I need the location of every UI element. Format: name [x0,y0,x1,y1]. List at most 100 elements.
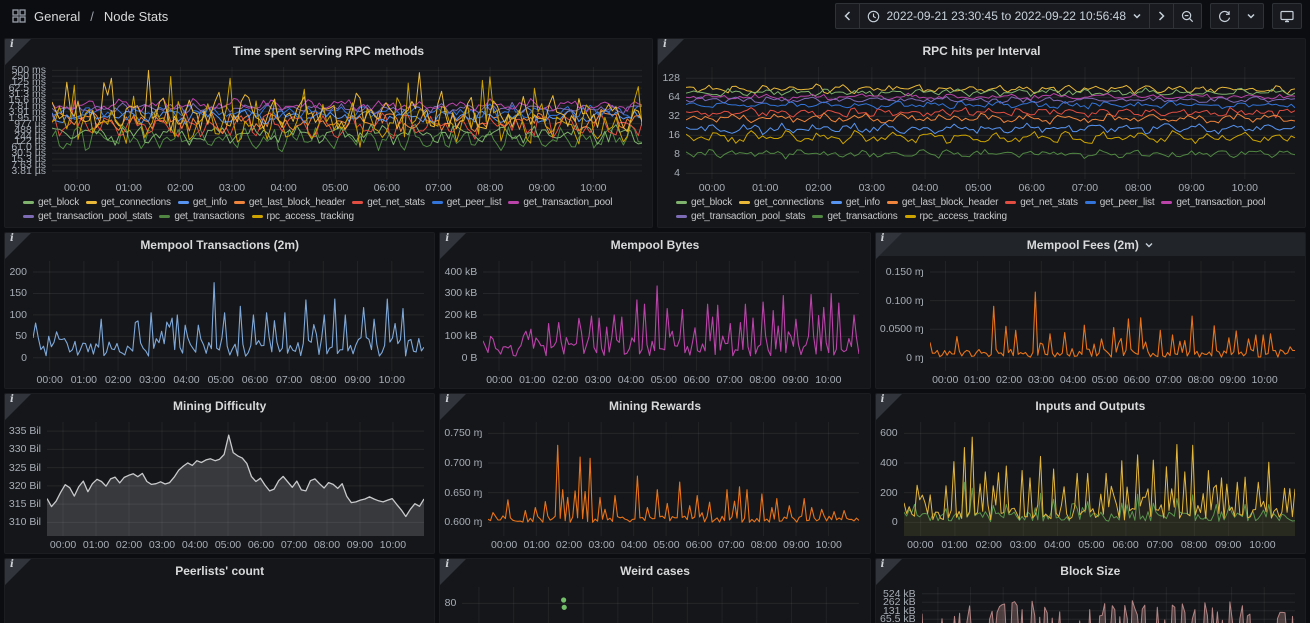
legend-item[interactable]: get_connections [739,197,824,208]
panel-header[interactable]: Inputs and Outputs [876,394,1305,417]
legend-item[interactable]: get_last_block_header [886,197,998,208]
y-tick-label: 0.0500 ɱ [879,323,924,336]
chart-canvas[interactable] [929,261,1295,371]
chart-canvas[interactable] [15,587,424,623]
legend-item[interactable]: get_net_stats [1005,197,1078,208]
legend-color-dash [739,201,751,204]
panel-header[interactable]: Mempool Bytes [440,233,869,256]
series-get_transactions [686,149,1295,160]
x-tick-label: 07:00 [1146,539,1173,551]
chart-canvas[interactable] [462,587,860,623]
panel-header[interactable]: Time spent serving RPC methods [5,39,652,62]
panel-header[interactable]: Mempool Transactions (2m) [5,233,434,256]
breadcrumb-folder[interactable]: General [34,8,81,24]
y-tick-label: 200 [9,266,27,278]
panel-chart[interactable]: 0.150 ɱ 0.100 ɱ 0.0500 ɱ 0 ɱ 00:00 01:00 02:00… [876,256,1305,388]
panel-inputs-outputs: i Inputs and Outputs 600 400 200 0 00:00 01:0… [874,393,1306,554]
panel-header[interactable]: Weird cases [440,559,869,582]
panel-title: Inputs and Outputs [1035,398,1146,413]
legend-color-dash [86,201,98,204]
legend-item[interactable]: get_transactions [812,211,898,222]
legend-item[interactable]: get_peer_list [1084,197,1155,208]
y-tick-label: 0.750 ɱ [444,427,483,440]
x-tick-label: 04:00 [620,539,648,551]
legend-item[interactable]: get_info [177,197,227,208]
legend-item[interactable]: get_connections [86,197,171,208]
panel-info-icon[interactable]: i [875,559,902,585]
x-tick-label: 09:00 [1178,182,1205,194]
legend-color-dash [676,201,687,204]
panel-header[interactable]: Mempool Fees (2m) [875,233,1305,256]
panel-chart[interactable]: 0.750 ɱ 0.700 ɱ 0.650 ɱ 0.600 ɱ 00:00 01:00 02… [440,417,869,553]
chart-canvas[interactable] [488,422,860,536]
panel-chart[interactable]: 200 150 100 50 0 00:00 01:00 02:00 03:00 04:00 05:… [5,256,434,388]
dashboard-row: i Mining Difficulty 335 Bil 330 Bil 325 Bi… [4,393,1306,554]
y-tick-label: 500 ms [11,64,46,77]
chart-canvas[interactable] [33,261,424,371]
chart-canvas[interactable] [483,261,860,371]
panel-info-icon[interactable]: i [440,559,467,585]
legend-item[interactable]: get_transaction_pool_stats [676,211,806,222]
chart-canvas[interactable] [903,422,1295,536]
x-tick-label: 10:00 [815,374,842,386]
panel-header[interactable]: Mining Difficulty [5,394,434,417]
x-tick-label: 03:00 [1009,539,1037,551]
legend-item[interactable]: get_transaction_pool_stats [23,211,153,222]
legend-item[interactable]: rpc_access_tracking [251,211,354,222]
refresh-button[interactable] [1211,4,1238,28]
panel-header[interactable]: Block Size [876,559,1305,582]
panel-info-icon[interactable]: i [5,559,31,585]
info-icon: i [880,394,885,405]
breadcrumb-dashboard[interactable]: Node Stats [103,8,169,24]
panel-header[interactable]: RPC hits per Interval [658,39,1305,62]
panel-info-icon[interactable]: i [658,39,684,65]
time-forward-button[interactable] [1149,4,1173,28]
panel-chart[interactable]: 400 kB 300 kB 200 kB 100 kB 0 B 00:00 01:00 02:… [440,256,869,388]
panel-info-icon[interactable]: i [440,233,467,259]
legend-item[interactable]: get_transaction_pool [508,197,612,208]
panel-chart[interactable]: 500 ms 250 ms 125 ms 62.5 ms 31.3 ms 15.6 ms 7… [5,62,652,196]
breadcrumb[interactable]: General / Node Stats [12,9,168,24]
legend-item[interactable]: get_block [23,197,79,208]
x-tick-label: 09:00 [1219,374,1246,386]
info-icon: i [10,233,14,244]
panel-info-icon[interactable]: i [875,394,902,420]
legend-item[interactable]: get_transaction_pool [1161,197,1265,208]
chart-canvas[interactable] [921,587,1295,623]
panel-chart[interactable]: 335 Bil 330 Bil 325 Bil 320 Bil 315 Bil 310 B… [5,417,434,553]
kiosk-mode-button[interactable] [1273,4,1301,28]
panel-info-icon[interactable]: i [5,39,31,65]
chart-canvas[interactable] [47,422,424,536]
panel-header[interactable]: Peerlists' count [5,559,434,582]
legend-label: get_transactions [827,211,898,222]
chevron-down-icon [1133,13,1141,19]
legend-item[interactable]: get_info [830,197,880,208]
legend-item[interactable]: get_block [676,197,732,208]
legend-item[interactable]: get_net_stats [352,197,425,208]
legend-item[interactable]: get_peer_list [431,197,502,208]
refresh-interval-dropdown[interactable] [1238,4,1263,28]
info-icon: i [10,39,14,50]
panel-chart[interactable]: 128 64 32 16 8 4 00:00 01:00 02:00 03:00 04:00 05:0… [658,62,1305,196]
zoom-out-button[interactable] [1173,4,1201,28]
panel-chart[interactable] [5,582,434,623]
panel-info-icon[interactable]: i [875,233,902,259]
y-tick-label: 7.63 µs [11,159,46,172]
y-tick-label: 7.81 ms [8,99,46,112]
chart-canvas[interactable] [52,67,642,179]
legend-item[interactable]: get_last_block_header [233,197,345,208]
panel-chart[interactable]: 600 400 200 0 00:00 01:00 02:00 03:00 04:00 05:00… [876,417,1305,553]
time-range-picker[interactable]: 2022-09-21 23:30:45 to 2022-09-22 10:56:… [859,4,1149,28]
panel-header[interactable]: Mining Rewards [440,394,869,417]
y-tick-label: 8 [674,148,680,161]
y-tick-label: 122 µs [14,135,46,148]
panel-info-icon[interactable]: i [5,394,31,420]
chart-canvas[interactable] [686,67,1295,179]
time-back-button[interactable] [836,4,859,28]
panel-info-icon[interactable]: i [440,394,467,420]
legend-item[interactable]: rpc_access_tracking [904,211,1007,222]
panel-chart[interactable]: 8000:0001:0002:0003:0004:0005:0006:0007:… [440,582,869,623]
panel-info-icon[interactable]: i [5,233,31,259]
legend-item[interactable]: get_transactions [159,211,245,222]
